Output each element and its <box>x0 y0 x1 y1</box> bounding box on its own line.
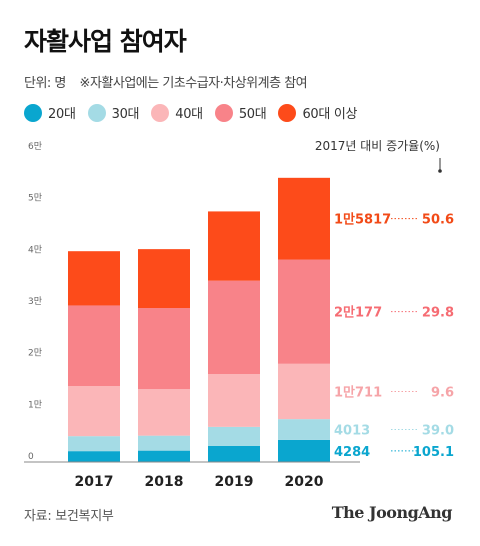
bar-segment <box>68 436 120 452</box>
legend-label: 20대 <box>48 107 76 122</box>
legend-swatch <box>24 103 42 122</box>
bar-segment <box>208 426 260 446</box>
legend-swatch <box>151 103 170 122</box>
bar-segment <box>138 308 190 390</box>
legend-item: 60대 이상 <box>278 103 358 122</box>
brand-logo: The JoongAng <box>331 503 453 522</box>
y-tick-label: 1만 <box>28 399 42 410</box>
growth-value-label: 50.6 <box>422 213 454 228</box>
y-tick-label: 6만 <box>28 141 42 152</box>
growth-header: 2017년 대비 증가율(%) <box>315 139 440 153</box>
unit-label: 단위: 명 <box>24 76 66 91</box>
bar-segment <box>278 177 330 260</box>
legend-item: 40대 <box>151 103 203 122</box>
growth-value-label: 105.1 <box>413 445 454 460</box>
y-tick-label: 5만 <box>28 193 42 204</box>
legend-label: 30대 <box>111 107 140 122</box>
bar-segment <box>278 439 330 462</box>
bar-segment <box>278 259 330 364</box>
legend-label: 40대 <box>175 107 203 122</box>
legend-label: 50대 <box>238 107 267 122</box>
x-tick-label: 2020 <box>285 474 324 490</box>
x-tick-label: 2018 <box>145 474 184 490</box>
value-label: 4013 <box>334 423 370 438</box>
legend-item: 30대 <box>87 103 140 122</box>
growth-value-label: 39.0 <box>422 423 454 438</box>
bar-segment <box>208 211 260 281</box>
growth-value-label: 29.8 <box>422 306 454 321</box>
bar-segment <box>138 435 190 451</box>
y-tick-label: 4만 <box>28 244 42 255</box>
bar-segment <box>138 249 190 309</box>
bar-segment <box>138 389 190 436</box>
bar-segment <box>208 445 260 462</box>
bar-segment <box>278 363 330 420</box>
bar-segment <box>208 374 260 427</box>
bar-segment <box>68 451 120 462</box>
x-tick-label: 2017 <box>75 474 114 490</box>
legend-item: 50대 <box>214 103 267 122</box>
legend-swatch <box>214 103 233 122</box>
subtitle-row: 단위: 명 ※자활사업에는 기초수급자·차상위계층 참여 <box>24 72 308 91</box>
legend-swatch <box>87 103 106 122</box>
chart-legend: 20대 30대 40대 50대 60대 이상 <box>24 103 369 122</box>
growth-header-dot <box>438 169 442 173</box>
growth-value-label: 9.6 <box>431 385 454 400</box>
x-tick-label: 2019 <box>215 474 254 490</box>
footnote-label: ※자활사업에는 기초수급자·차상위계층 참여 <box>79 76 308 91</box>
legend-label: 60대 이상 <box>302 107 358 122</box>
y-tick-label: 0 <box>28 452 34 462</box>
legend-item: 20대 <box>24 103 76 122</box>
bar-segment <box>208 280 260 375</box>
value-label: 1만5817 <box>334 212 391 228</box>
bar-segment <box>278 419 330 440</box>
y-tick-label: 3만 <box>28 296 42 307</box>
bar-segment <box>68 305 120 387</box>
bar-segment <box>138 450 190 462</box>
chart-title: 자활사업 참여자 <box>24 27 187 56</box>
bar-segment <box>68 251 120 306</box>
bar-segment <box>68 386 120 437</box>
y-tick-label: 2만 <box>28 348 42 359</box>
value-label: 4284 <box>334 445 370 460</box>
legend-swatch <box>278 103 297 122</box>
value-label: 1만711 <box>334 384 382 400</box>
source-label: 자료: 보건복지부 <box>24 509 114 524</box>
value-label: 2만177 <box>334 305 382 321</box>
